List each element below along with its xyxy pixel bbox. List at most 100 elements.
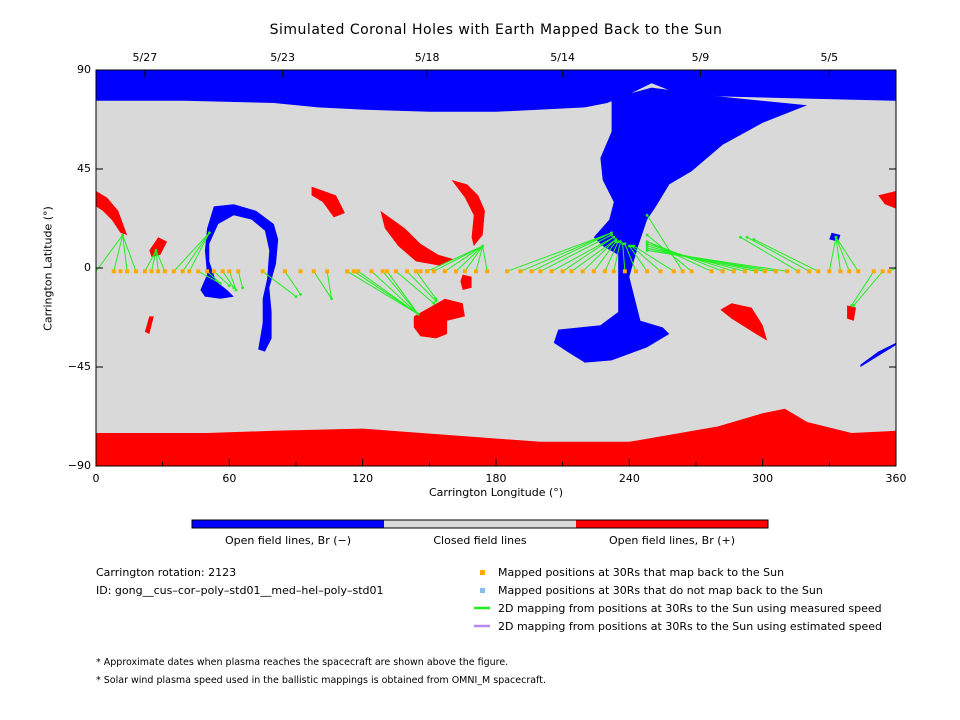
mapped-point (560, 269, 565, 274)
mapping-line (222, 271, 235, 289)
mapping-line (113, 234, 124, 272)
mapped-point (171, 269, 176, 274)
mapping-line (506, 232, 612, 272)
mapped-point (220, 269, 225, 274)
footpoint-dot (416, 312, 420, 316)
mapped-point (405, 269, 410, 274)
footpoint-dot (121, 233, 125, 237)
legend-label-measured-speed: 2D mapping from positions at 30Rs to the… (498, 602, 882, 615)
mapped-point (431, 269, 436, 274)
mapping-line (122, 234, 128, 272)
x-tick-label: 0 (92, 472, 100, 485)
y-tick-label: 90 (77, 63, 91, 76)
mapped-point (538, 269, 543, 274)
footpoint-dot (645, 233, 649, 237)
colorbar-segment (192, 520, 384, 528)
mapped-point (762, 269, 767, 274)
mapped-point (260, 269, 265, 274)
mapped-point (742, 269, 747, 274)
mapped-point (385, 269, 390, 274)
footpoint-dot (614, 238, 618, 241)
mapped-point (838, 269, 843, 274)
legend-label-not-mapped: Mapped positions at 30Rs that do not map… (498, 584, 823, 597)
mapped-point (311, 269, 316, 274)
mapping-line (604, 241, 619, 272)
mapping-line (182, 232, 210, 272)
mapping-line (540, 234, 612, 272)
footpoint-dot (330, 297, 333, 301)
colorbar-segment (576, 520, 768, 528)
mapped-point (442, 269, 447, 274)
footpoint-dot (627, 244, 631, 248)
positive-coronal-hole-11 (96, 408, 896, 466)
mapping-line (531, 232, 612, 272)
colorbar-segment (384, 520, 576, 528)
positive-coronal-hole-4 (451, 180, 485, 246)
mapped-point (591, 269, 596, 274)
mapped-point (418, 269, 423, 274)
mapped-point (298, 269, 303, 274)
mapping-line (464, 245, 484, 272)
negative-coronal-hole-0 (96, 70, 896, 112)
footpoint-dot (294, 295, 298, 298)
mapped-point (118, 269, 123, 274)
mapped-point (180, 269, 185, 274)
closed-field-background (96, 70, 896, 466)
mapped-point (142, 269, 147, 274)
x-tick-label: 60 (222, 472, 237, 485)
top-date-label: 5/27 (132, 51, 158, 64)
footpoint-dot (745, 235, 749, 239)
footpoint-dot (434, 297, 438, 301)
mapping-line (551, 236, 615, 272)
mapped-point (807, 269, 812, 274)
mapped-point (622, 269, 627, 274)
mapped-point (569, 269, 574, 274)
legend-label-estimated-speed: 2D mapping from positions at 30Rs to the… (498, 620, 883, 633)
mapping-line (346, 270, 419, 315)
mapped-point (658, 269, 663, 274)
note-dates: * Approximate dates when plasma reaches … (96, 657, 509, 668)
negative-coronal-hole-2 (200, 204, 279, 352)
mapped-point (602, 269, 607, 274)
carrington-rotation: Carrington rotation: 2123 (96, 566, 237, 579)
mapped-point (887, 269, 892, 274)
footpoint-dot (612, 235, 616, 239)
mapping-line (828, 237, 837, 272)
y-tick-label: −90 (67, 459, 91, 472)
mapping-line (593, 241, 617, 272)
footpoint-dot (232, 286, 236, 290)
mapped-point (414, 269, 418, 274)
top-date-label: 5/23 (270, 51, 295, 64)
positive-coronal-hole-0 (96, 191, 128, 235)
y-tick-label: 45 (77, 162, 91, 175)
model-id: ID: gong__cus–cor–poly–std01__med–hel–po… (96, 584, 384, 597)
colorbar (191, 519, 769, 529)
colorbar-label: Open field lines, Br (−) (224, 534, 352, 547)
mapped-point (351, 269, 356, 274)
mapped-point (162, 269, 167, 274)
mapped-point (529, 269, 534, 274)
positive-coronal-hole-2 (311, 186, 345, 218)
footpoint-dot (632, 244, 636, 248)
chart-title: Simulated Coronal Holes with Earth Mappe… (269, 22, 723, 38)
mapping-line (326, 271, 333, 299)
mapped-point (227, 269, 232, 274)
footpoint-dot (619, 240, 622, 244)
footpoint-dot (623, 242, 627, 246)
mapped-point (485, 269, 490, 274)
positive-coronal-hole-1 (149, 237, 168, 257)
mapped-point (774, 269, 778, 274)
mapped-point (394, 269, 398, 274)
mapped-point (369, 269, 374, 274)
mapping-line (853, 270, 884, 306)
mapped-point (856, 269, 861, 274)
footpoint-dot (614, 240, 618, 244)
mapping-line (582, 239, 617, 272)
mapped-point (827, 269, 832, 274)
mapping-line (426, 245, 483, 272)
mapping-line (622, 243, 626, 272)
negative-coronal-hole-4 (860, 342, 896, 367)
mapped-point (549, 269, 554, 274)
mapping-line (173, 232, 210, 272)
